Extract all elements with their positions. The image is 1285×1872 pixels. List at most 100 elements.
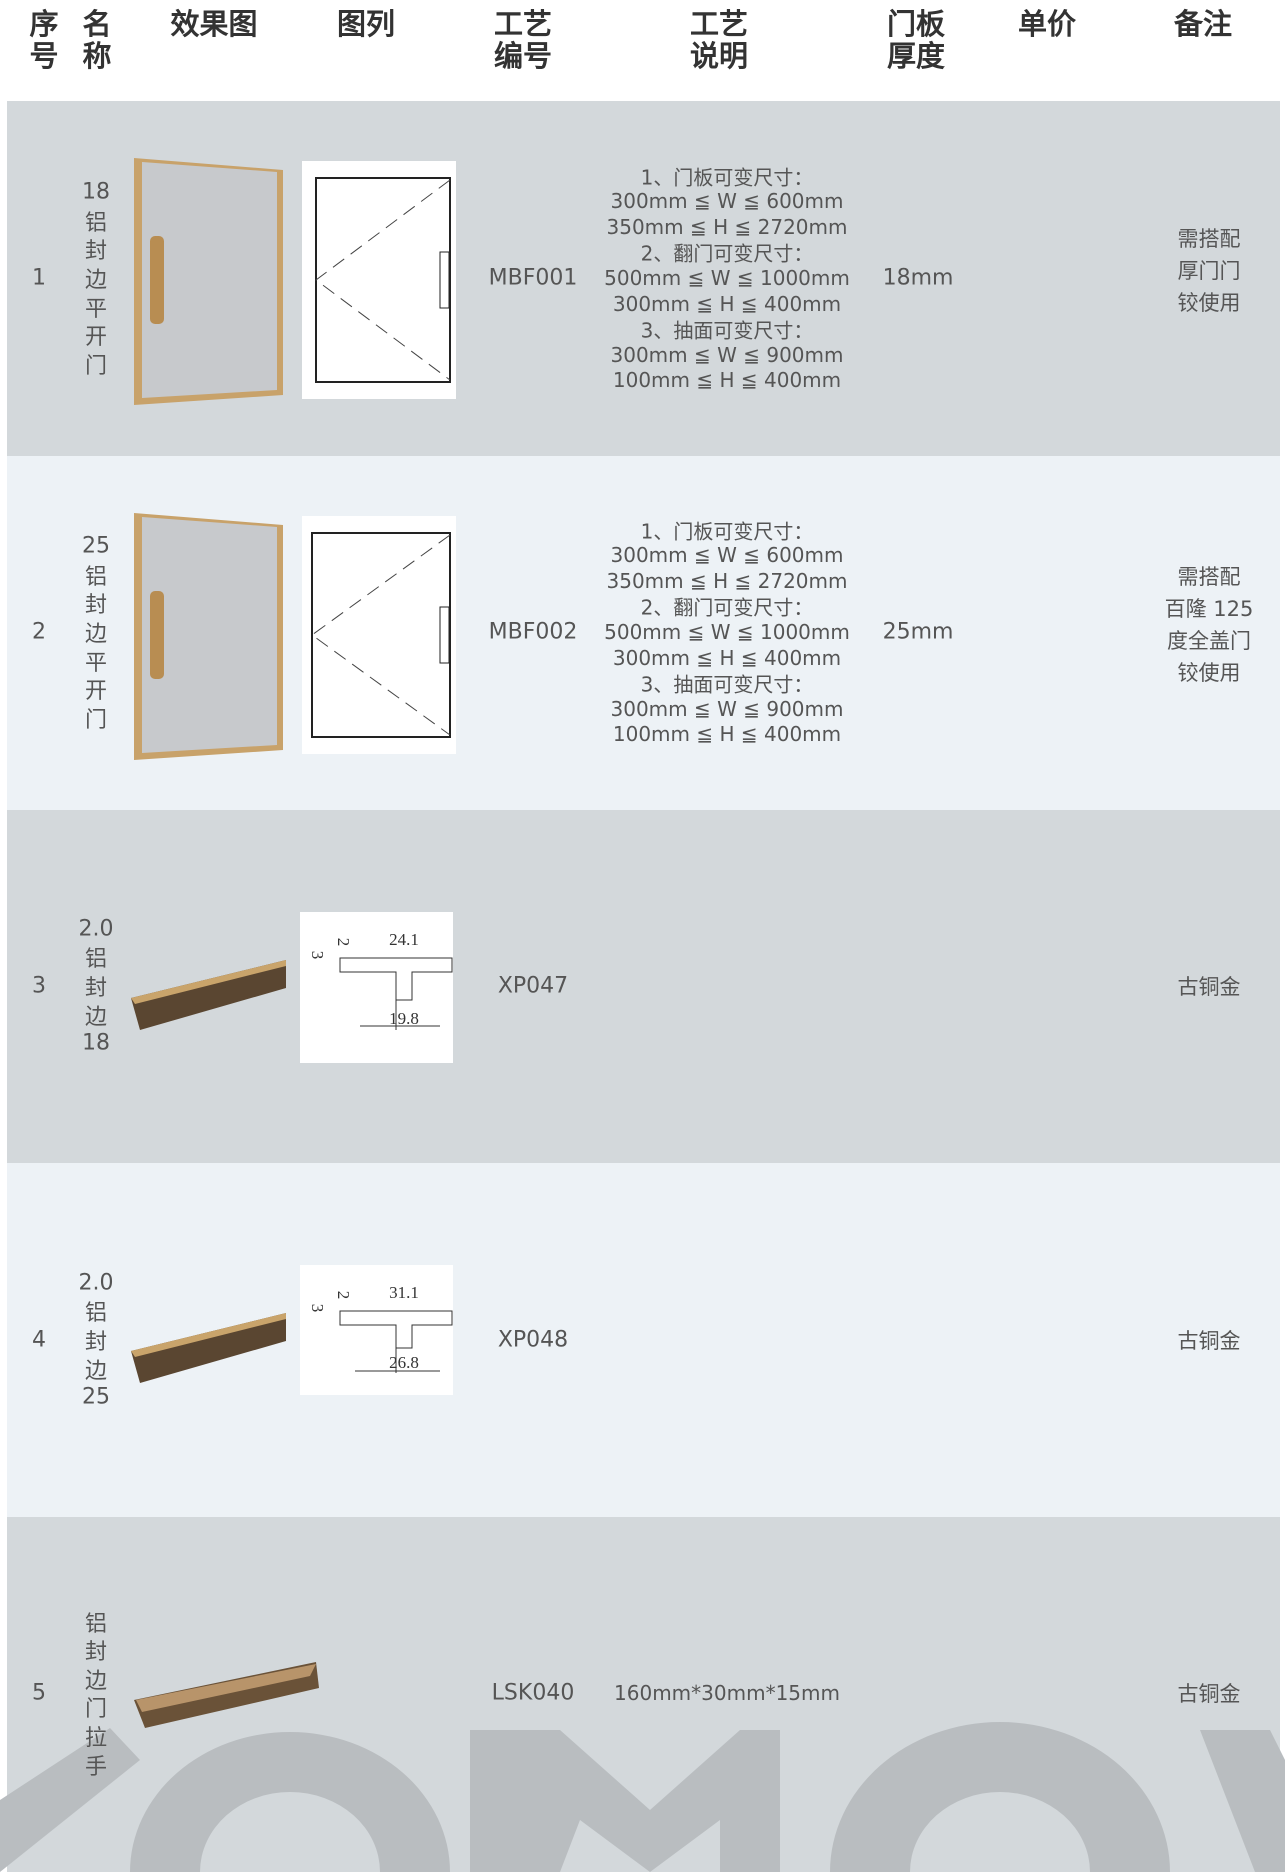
row-name: 边 [84,1004,108,1030]
row-note: 铰使用 [1177,661,1241,685]
row-note: 古铜金 [1177,975,1241,999]
row-thickness: 25mm [882,619,954,645]
row-description: 3、抽面可变尺寸： [640,318,814,343]
row-name: 边 [84,1358,108,1384]
row-description: 300mm ≦ W ≦ 600mm [610,543,844,568]
row-note: 需搭配 [1177,565,1241,589]
row-name: 开 [84,325,108,351]
row-description: 100mm ≦ H ≦ 400mm [612,722,842,747]
row-code: MBF001 [488,265,578,291]
row-name: 铝 [84,564,108,590]
row-code: XP048 [497,1327,569,1353]
row-name: 边 [84,268,108,293]
header-label: 工艺 [493,7,553,41]
row-name: 18 [82,179,110,205]
row-note: 度全盖门 [1167,629,1251,653]
strip-image [131,960,286,1030]
row-name: 2.0 [78,916,114,942]
diagram-image [302,161,456,399]
header-label: 门板 [886,7,946,41]
row-note: 需搭配 [1177,227,1241,251]
row-index: 2 [32,619,46,645]
row-description: 500mm ≦ W ≦ 1000mm [604,266,850,290]
row-name: 封 [84,593,108,619]
row-description: 500mm ≦ W ≦ 1000mm [604,620,850,644]
row-name: 开 [84,679,108,705]
row-name: 2.0 [78,1270,114,1296]
diagram-label: 26.8 [389,1353,419,1372]
header-label: 备注 [1173,7,1233,41]
row-description: 350mm ≦ H ≦ 2720mm [606,214,848,239]
door-image [134,513,283,760]
row-description: 300mm ≦ W ≦ 900mm [610,696,844,721]
row-name: 封 [84,1330,108,1355]
handle-image [134,1662,319,1728]
header-label: 称 [82,39,112,73]
row-thickness: 18mm [882,265,954,291]
diagram-label: 3 [308,951,327,960]
row-name: 封 [84,239,108,265]
row-description: 350mm ≦ H ≦ 2720mm [606,568,848,593]
row-code: MBF002 [488,619,578,645]
strip-image [131,1313,286,1383]
row-name: 边 [84,1668,108,1694]
row-description: 2、翻门可变尺寸： [640,595,814,620]
row-name: 25 [82,1384,110,1410]
profile-diagram [300,912,453,1063]
row-description: 300mm ≦ H ≦ 400mm [612,291,842,316]
header-label: 名 [82,7,112,41]
row-name: 平 [84,296,108,322]
row-name: 门 [84,353,108,379]
row-code: LSK040 [491,1680,575,1706]
diagram-label: 31.1 [389,1283,419,1302]
diagram-label: 19.8 [389,1009,419,1028]
header-label: 厚度 [886,39,946,73]
row-index: 3 [32,973,46,999]
header-label: 序 [29,7,59,41]
header-label: 说明 [689,39,749,73]
row-description: 3、抽面可变尺寸： [640,672,814,697]
diagram-label: 24.1 [389,930,419,949]
diagram-label: 3 [308,1304,327,1313]
row-index: 1 [32,265,46,291]
row-name: 边 [84,622,108,647]
row-name: 封 [84,976,108,1001]
diagram-label: 2 [334,1291,353,1300]
row-description: 160mm*30mm*15mm [614,1681,840,1705]
row-name: 拉 [84,1725,108,1751]
row-note: 百隆 125 [1164,597,1254,621]
row-description: 300mm ≦ W ≦ 900mm [610,342,844,367]
row-note: 古铜金 [1177,1329,1241,1353]
row-description: 100mm ≦ H ≦ 400mm [612,368,842,393]
diagram-image [302,516,456,754]
row-code: XP047 [497,973,569,999]
row-note: 厚门门 [1177,259,1241,283]
header-label: 工艺 [689,7,749,41]
row-name: 铝 [84,1611,108,1637]
row-name: 铝 [84,947,108,973]
row-name: 手 [84,1754,108,1780]
row-name: 封 [84,1640,108,1666]
row-note: 古铜金 [1177,1682,1241,1706]
row-name: 门 [84,1697,108,1723]
watermark [0,1722,1285,1872]
diagram-label: 2 [334,938,353,947]
row-note: 铰使用 [1177,291,1241,315]
row-description: 300mm ≦ W ≦ 600mm [610,189,844,214]
row-description: 300mm ≦ H ≦ 400mm [612,645,842,670]
row-name: 门 [84,707,108,733]
row-description: 1、门板可变尺寸： [640,165,814,190]
header-label: 图列 [336,7,396,41]
header-label: 编号 [493,39,553,73]
header-label: 号 [29,39,59,73]
door-image [134,158,283,405]
row-index: 4 [32,1327,46,1353]
row-index: 5 [32,1680,46,1706]
row-name: 铝 [84,1301,108,1327]
row-name: 25 [82,533,110,559]
row-description: 1、门板可变尺寸： [640,519,814,544]
row-name: 平 [84,650,108,676]
row-name: 18 [82,1030,110,1056]
header-label: 效果图 [170,7,258,41]
